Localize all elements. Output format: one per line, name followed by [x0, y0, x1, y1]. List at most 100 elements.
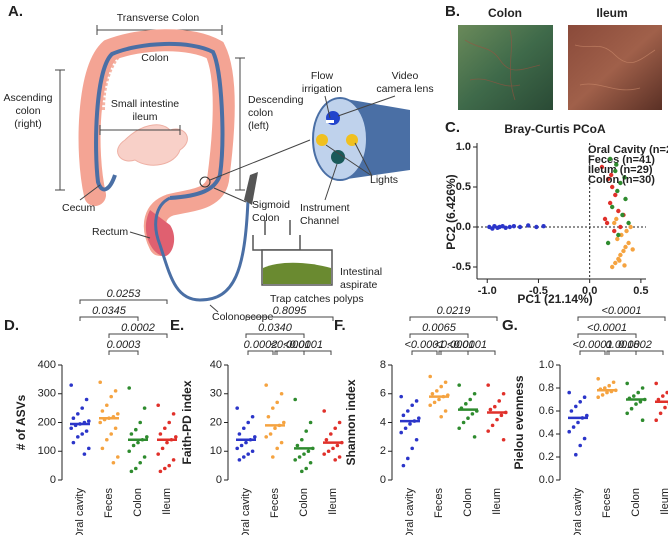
point: [578, 400, 582, 404]
point: [611, 380, 616, 385]
pointer: [79, 184, 101, 201]
point: [658, 411, 663, 416]
x-tick-label: 0.5: [633, 285, 648, 297]
point: [634, 402, 638, 406]
point: [613, 192, 618, 198]
point: [308, 460, 313, 465]
y-axis-label: # of ASVs: [14, 394, 28, 450]
point: [244, 440, 248, 445]
light: [316, 134, 328, 146]
point: [322, 409, 327, 413]
point: [626, 240, 631, 246]
point: [295, 443, 300, 448]
panel-label: D.: [4, 317, 19, 334]
point: [306, 449, 311, 454]
x-tick-label: Colon: [630, 488, 642, 517]
point: [624, 228, 629, 234]
point: [612, 220, 617, 226]
point: [273, 426, 277, 431]
bracket: [438, 350, 496, 355]
y-axis-label: PC2 (6.426%): [444, 174, 458, 249]
point: [428, 374, 433, 379]
point: [493, 404, 497, 409]
point: [113, 389, 118, 393]
panel-label: F.: [334, 317, 346, 334]
label: Descending: [248, 94, 304, 106]
point: [71, 416, 76, 420]
point: [142, 406, 147, 410]
point: [300, 469, 304, 474]
point: [98, 380, 102, 385]
point: [622, 263, 627, 268]
point: [607, 383, 611, 388]
point: [100, 409, 105, 413]
y-tick-label: 8: [380, 359, 386, 371]
label: Channel: [300, 215, 339, 227]
point: [401, 413, 406, 418]
point: [242, 455, 246, 459]
point: [490, 423, 495, 428]
point: [615, 188, 620, 194]
point: [279, 440, 284, 445]
point: [457, 426, 462, 431]
label: Cecum: [62, 202, 96, 214]
y-axis-label: Pielou evenness: [512, 375, 526, 469]
point: [596, 377, 600, 381]
point: [472, 391, 477, 396]
point: [443, 409, 448, 413]
label: camera lens: [376, 83, 433, 95]
trap-tubes: [252, 220, 301, 251]
point: [271, 406, 275, 410]
y-tick-label: 100: [38, 445, 56, 457]
point: [237, 432, 242, 436]
point: [618, 180, 623, 186]
point: [329, 432, 333, 436]
legend-entry: Ileum (n=29): [588, 164, 653, 176]
irrigation: [326, 120, 334, 123]
y-axis-label: Shannon index: [344, 379, 358, 465]
point: [618, 252, 623, 258]
pointer: [129, 231, 151, 239]
point: [503, 225, 508, 230]
y-tick-label: 20: [210, 416, 222, 428]
y-tick-label: 10: [210, 445, 222, 457]
point: [109, 394, 113, 399]
pointer: [324, 95, 396, 119]
p-value: 0.8095: [273, 305, 308, 317]
y-tick-label: 0.4: [539, 428, 554, 440]
point: [266, 414, 271, 419]
pointer: [324, 163, 338, 201]
point: [250, 414, 255, 419]
bracket: [108, 333, 168, 338]
point: [271, 455, 275, 459]
p-value: <0.0001: [434, 339, 474, 351]
legend-entry: Feces (n=41): [588, 154, 655, 166]
panel-a: A. Transverse Colon Colon Ascending colo…: [3, 3, 433, 323]
rectum-shape: [145, 210, 175, 257]
point: [567, 390, 571, 395]
point: [600, 393, 605, 397]
point: [127, 386, 131, 390]
label: Rectum: [92, 226, 128, 238]
point: [399, 394, 404, 399]
p-value: 0.0002: [121, 322, 155, 334]
point: [602, 216, 608, 222]
p-value: <0.0001: [587, 322, 627, 334]
point: [322, 452, 327, 456]
bracket: [235, 57, 245, 191]
label: ileum: [132, 111, 157, 123]
x-tick-label: Oral cavity: [404, 488, 416, 535]
point: [171, 458, 176, 462]
y-axis-label: Faith-PD index: [180, 380, 194, 464]
point: [638, 400, 643, 404]
point: [246, 420, 250, 425]
point: [654, 418, 658, 423]
point: [304, 466, 309, 471]
label: Colon: [252, 212, 280, 224]
legend-entry: Oral Cavity (n=29): [588, 144, 668, 156]
point: [567, 429, 571, 434]
point: [109, 432, 113, 436]
point: [663, 405, 667, 410]
point: [324, 437, 329, 442]
